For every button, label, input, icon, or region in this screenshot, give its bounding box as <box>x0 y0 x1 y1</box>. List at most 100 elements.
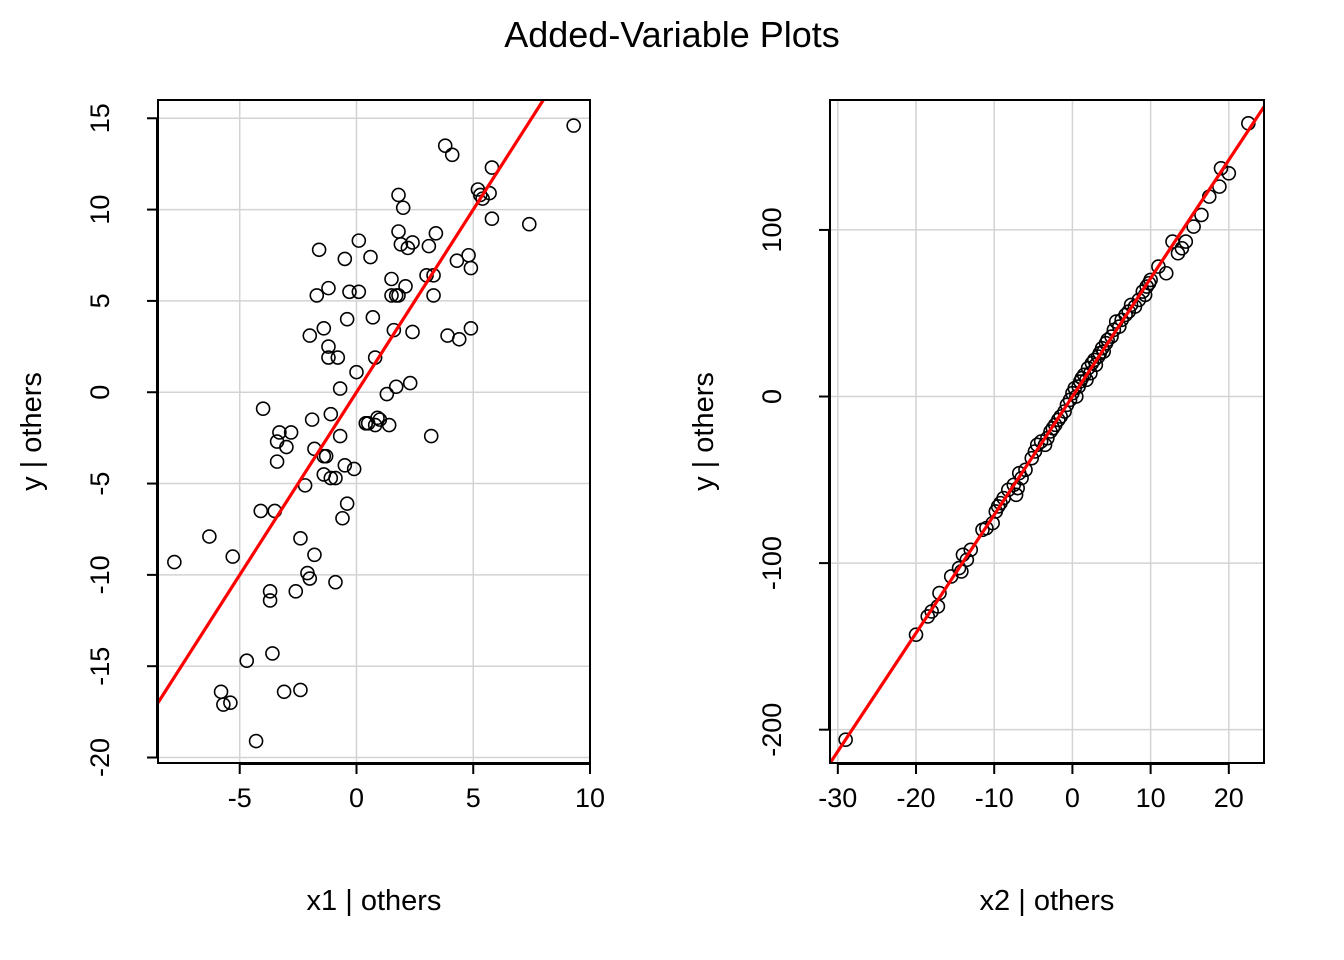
data-point <box>279 439 294 455</box>
y-tick-label: -5 <box>85 472 115 496</box>
data-point <box>332 381 348 396</box>
data-point <box>1057 404 1072 419</box>
data-point <box>337 457 353 473</box>
data-point <box>293 682 308 698</box>
data-point <box>449 253 465 269</box>
data-point <box>255 401 271 416</box>
data-point <box>1170 245 1186 261</box>
x-tick-label: -5 <box>228 783 252 813</box>
x-tick-label: 5 <box>466 783 481 813</box>
data-point <box>272 425 287 440</box>
y-tick-label: -100 <box>757 536 787 590</box>
x-tick-label: 20 <box>1214 783 1244 813</box>
data-point <box>398 278 413 294</box>
data-point <box>391 187 406 203</box>
data-point <box>391 224 406 239</box>
data-point <box>265 646 280 661</box>
x-tick-label: 10 <box>575 783 605 813</box>
y-axis: -200 -100 0 100 y | others <box>688 207 830 757</box>
data-point <box>337 251 353 267</box>
data-point <box>484 211 500 227</box>
data-point <box>321 280 336 296</box>
data-point <box>239 653 255 669</box>
y-tick-label: -200 <box>757 703 787 757</box>
data-point <box>951 560 967 576</box>
data-point <box>302 328 318 343</box>
y-tick-label: 0 <box>757 389 787 404</box>
x-tick-label: 0 <box>349 783 364 813</box>
x-axis-label: x1 | others <box>307 885 442 917</box>
data-point <box>370 410 385 426</box>
data-point <box>330 350 346 365</box>
data-point <box>321 339 336 354</box>
data-point <box>309 288 325 303</box>
data-point <box>323 470 339 486</box>
data-point <box>963 542 979 558</box>
data-point <box>384 288 399 303</box>
data-point <box>379 386 395 402</box>
data-point <box>1008 487 1024 503</box>
data-point <box>339 311 355 327</box>
y-axis: -20 -15 -10 -5 0 5 10 15 y | others <box>16 103 158 777</box>
data-point <box>351 233 367 248</box>
x-tick-label: -30 <box>818 783 857 813</box>
points-group <box>167 118 581 749</box>
data-point <box>451 331 467 347</box>
data-point <box>838 732 853 747</box>
data-point <box>920 609 936 624</box>
data-point <box>437 138 453 153</box>
data-point <box>213 684 229 700</box>
y-tick-label: 15 <box>85 103 115 133</box>
data-point <box>307 547 322 563</box>
data-point <box>253 503 269 519</box>
data-point <box>384 271 399 287</box>
data-point <box>423 428 439 444</box>
data-point <box>405 324 420 340</box>
data-point <box>225 549 241 564</box>
data-point <box>276 684 292 700</box>
data-point <box>363 249 378 265</box>
data-point <box>262 593 278 608</box>
fit-line <box>830 105 1264 763</box>
y-axis-label: y | others <box>16 372 48 491</box>
data-point <box>1018 462 1033 478</box>
data-point <box>293 531 308 546</box>
data-point <box>351 284 367 300</box>
data-point <box>342 284 357 300</box>
x-axis: -30 -20 -10 0 10 20 x2 | others <box>818 763 1244 917</box>
points-group <box>838 116 1256 747</box>
y-tick-label: 5 <box>85 293 115 308</box>
data-point <box>908 627 924 643</box>
data-point <box>288 584 304 599</box>
data-point <box>521 216 537 232</box>
data-point <box>426 288 441 303</box>
data-point <box>365 310 381 325</box>
y-tick-label: 0 <box>85 385 115 400</box>
data-point <box>381 417 397 433</box>
plot-panel-1: -5 0 5 10 x1 | others -20 -15 -10 -5 0 5 10 15 y | ot… <box>16 99 605 917</box>
data-point <box>323 406 339 422</box>
data-point <box>1024 450 1040 466</box>
data-point <box>223 695 238 711</box>
data-point <box>311 242 327 258</box>
data-point <box>328 574 343 590</box>
data-point <box>1186 219 1201 234</box>
x-tick-label: 10 <box>1136 783 1166 813</box>
x-tick-label: -20 <box>897 783 936 813</box>
data-point <box>1112 319 1127 334</box>
data-point <box>332 428 348 444</box>
data-point <box>1158 265 1174 281</box>
data-point <box>349 364 364 380</box>
data-point <box>1143 272 1158 288</box>
data-point <box>405 235 420 250</box>
data-point <box>444 147 460 163</box>
data-point <box>202 529 217 544</box>
data-point <box>388 379 404 395</box>
data-point <box>1213 160 1229 176</box>
data-point <box>283 425 299 440</box>
data-point <box>167 554 182 570</box>
data-point <box>1104 329 1119 344</box>
data-point <box>321 350 336 365</box>
